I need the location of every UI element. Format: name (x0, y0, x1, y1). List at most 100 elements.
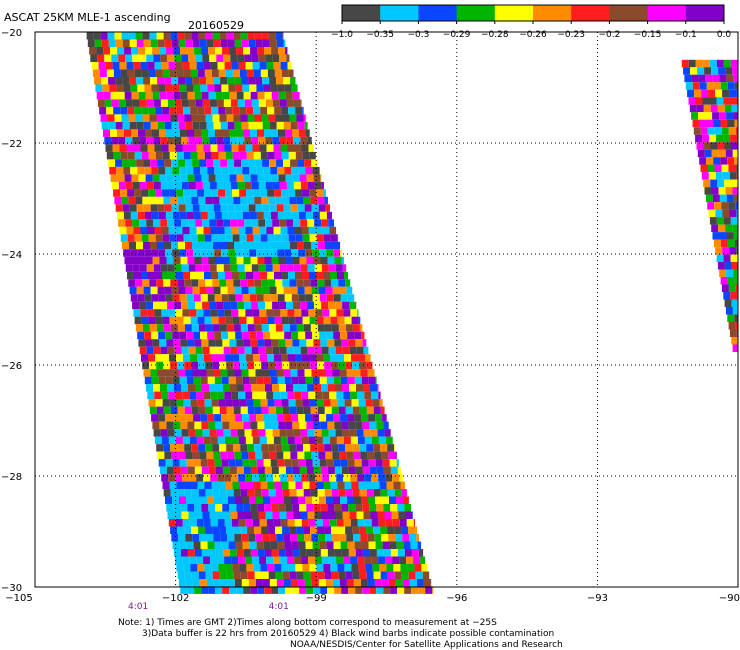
data-cell (316, 399, 324, 407)
data-cell (244, 429, 252, 437)
data-cell (245, 62, 253, 70)
data-cell (243, 466, 251, 475)
data-cell (179, 414, 187, 422)
data-cell (332, 579, 340, 587)
data-cell (146, 99, 154, 107)
data-cell (167, 99, 175, 107)
data-cell (396, 459, 399, 467)
data-cell (735, 164, 739, 173)
data-cell (319, 331, 327, 340)
data-cell (237, 219, 245, 227)
data-cell (265, 511, 273, 519)
data-cell (731, 142, 739, 150)
data-cell (184, 489, 192, 497)
data-cell (270, 496, 277, 504)
data-cell (723, 97, 731, 105)
data-cell (725, 307, 733, 315)
data-cell (710, 179, 718, 188)
data-cell (341, 504, 349, 512)
data-cell (177, 196, 185, 205)
data-cell (86, 32, 94, 40)
data-cell (721, 164, 729, 173)
data-cell (177, 571, 185, 579)
data-cell (708, 172, 716, 180)
data-cell (223, 219, 231, 227)
data-cell (220, 39, 228, 47)
data-cell (333, 541, 341, 549)
data-cell (329, 436, 337, 445)
data-cell (283, 451, 291, 460)
data-cell (378, 556, 386, 564)
data-cell (165, 459, 173, 467)
data-cell (309, 234, 317, 242)
data-cell (409, 579, 417, 587)
data-cell (220, 369, 228, 377)
data-cell (167, 429, 175, 437)
data-cell (91, 62, 99, 70)
data-cell (203, 62, 211, 70)
data-cell (269, 77, 277, 85)
data-cell (188, 181, 196, 190)
data-cell (289, 196, 297, 205)
data-cell (247, 526, 255, 534)
data-cell (348, 339, 356, 347)
data-cell (217, 474, 225, 482)
data-cell (318, 369, 326, 377)
data-cell (150, 77, 158, 85)
data-cell (416, 534, 420, 542)
data-cell (708, 89, 716, 98)
data-cell (256, 331, 264, 340)
data-cell (218, 564, 226, 572)
data-cell (153, 264, 161, 272)
data-cell (232, 151, 240, 160)
data-cell (169, 271, 176, 280)
data-cell (716, 59, 724, 68)
data-cell (328, 429, 336, 437)
data-cell (221, 541, 229, 549)
data-cell (240, 571, 248, 579)
data-cell (139, 264, 147, 272)
data-cell (176, 481, 184, 490)
data-cell (146, 136, 154, 145)
data-cell (279, 219, 287, 227)
data-cell (139, 181, 147, 190)
data-cell (354, 376, 362, 385)
data-cell (161, 436, 169, 445)
data-cell (254, 361, 262, 370)
data-cell (321, 511, 329, 519)
data-cell (273, 309, 281, 317)
data-cell (354, 331, 362, 340)
data-cell (324, 526, 332, 534)
data-cell (279, 99, 287, 107)
data-cell (293, 136, 301, 145)
data-cell (150, 159, 158, 167)
data-cell (148, 354, 155, 362)
data-cell (227, 369, 235, 377)
data-cell (157, 77, 165, 85)
data-cell (206, 286, 214, 295)
data-cell (173, 256, 181, 265)
data-cell (231, 62, 239, 70)
data-cell (365, 399, 373, 407)
data-cell (281, 189, 289, 197)
data-cell (161, 144, 169, 152)
data-cell (132, 181, 140, 190)
data-cell (111, 136, 119, 145)
data-cell (120, 69, 128, 77)
data-cell (285, 549, 293, 557)
data-cell (294, 436, 302, 445)
data-cell (278, 339, 286, 347)
data-cell (311, 204, 319, 212)
data-cell (134, 189, 142, 197)
data-cell (244, 219, 252, 227)
data-cell (181, 301, 189, 310)
data-cell (701, 89, 709, 98)
data-cell (158, 459, 166, 467)
data-cell (158, 414, 166, 422)
data-cell (392, 556, 400, 564)
data-cell (336, 436, 344, 445)
data-cell (188, 384, 195, 392)
data-cell (308, 309, 316, 317)
data-cell (109, 166, 117, 175)
data-cell (105, 62, 113, 70)
